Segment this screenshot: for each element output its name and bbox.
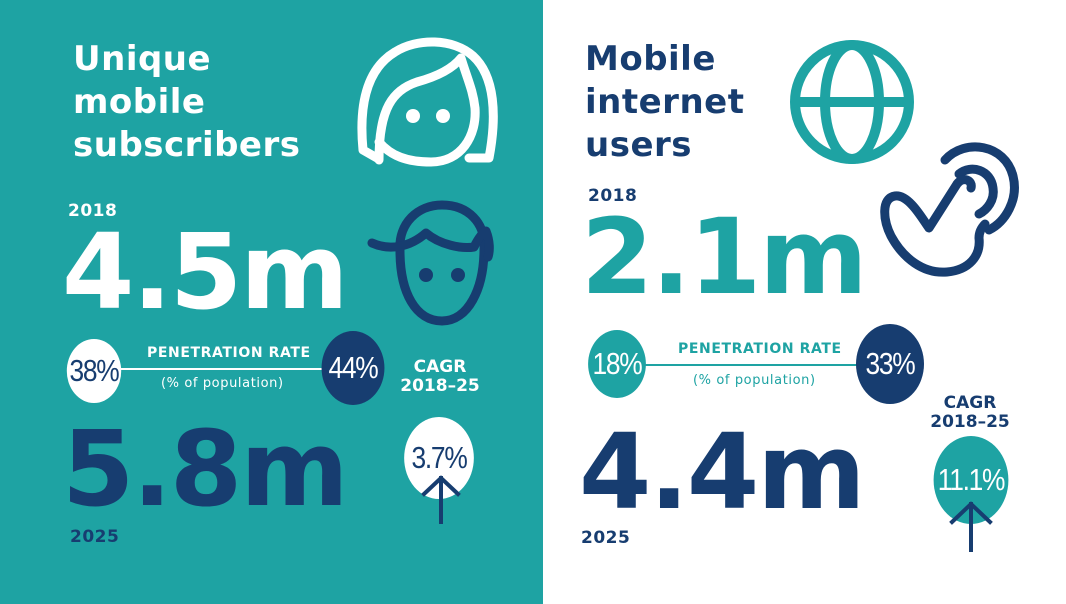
title-line: subscribers bbox=[73, 125, 301, 165]
year-end: 2025 bbox=[581, 528, 631, 548]
cagr-value: 11.1% bbox=[937, 462, 1006, 497]
rate-line bbox=[623, 364, 863, 366]
population-label: (% of population) bbox=[693, 373, 816, 388]
rate-2025-value: 33% bbox=[865, 346, 916, 381]
rate-2018-value: 18% bbox=[592, 346, 643, 381]
up-arrow-icon bbox=[949, 501, 993, 552]
internet-users-2025-value: 4.4m bbox=[579, 411, 866, 533]
rate-line bbox=[110, 368, 340, 370]
cagr-circle: 3.7% bbox=[404, 417, 474, 499]
internet-users-panel: Mobile internet users 2018 2.1m 18% PENE… bbox=[543, 0, 1066, 604]
subscribers-title: Unique mobile subscribers bbox=[73, 38, 301, 167]
tap-hand-icon bbox=[880, 142, 1019, 277]
cagr-line: CAGR bbox=[943, 393, 997, 413]
rate-2018-circle: 38% bbox=[66, 339, 122, 403]
year-end: 2025 bbox=[70, 527, 120, 547]
title-line: Unique bbox=[73, 39, 212, 79]
penetration-rate-label: PENETRATION RATE bbox=[147, 345, 311, 361]
woman-face-icon bbox=[357, 37, 498, 167]
rate-2025-value: 44% bbox=[328, 350, 379, 385]
year-start: 2018 bbox=[588, 186, 638, 206]
population-label: (% of population) bbox=[161, 376, 284, 391]
rate-2025-circle: 33% bbox=[856, 324, 924, 404]
subscribers-panel: Unique mobile subscribers 2018 4.5m 38% … bbox=[0, 0, 543, 604]
penetration-rate-label: PENETRATION RATE bbox=[678, 341, 842, 357]
internet-users-title: Mobile internet users bbox=[585, 38, 744, 167]
up-arrow-icon bbox=[421, 475, 461, 524]
rate-2018-value: 38% bbox=[69, 353, 120, 388]
year-start: 2018 bbox=[68, 201, 118, 221]
rate-2025-circle: 44% bbox=[321, 331, 385, 405]
cagr-line: 2018–25 bbox=[930, 412, 1010, 432]
cagr-line: CAGR bbox=[413, 357, 467, 377]
cagr-value: 3.7% bbox=[411, 440, 468, 475]
subscribers-2018-value: 4.5m bbox=[62, 211, 349, 333]
cagr-label: CAGR 2018–25 bbox=[400, 358, 480, 396]
title-line: users bbox=[585, 125, 693, 165]
cagr-line: 2018–25 bbox=[400, 376, 480, 396]
title-line: internet bbox=[585, 82, 745, 122]
title-line: mobile bbox=[73, 82, 206, 122]
man-face-icon bbox=[367, 200, 494, 326]
rate-2018-circle: 18% bbox=[588, 330, 646, 398]
title-line: Mobile bbox=[585, 39, 716, 79]
globe-icon bbox=[790, 40, 914, 164]
internet-users-2018-value: 2.1m bbox=[581, 196, 868, 318]
cagr-label: CAGR 2018–25 bbox=[925, 394, 1015, 432]
subscribers-2025-value: 5.8m bbox=[62, 408, 349, 530]
